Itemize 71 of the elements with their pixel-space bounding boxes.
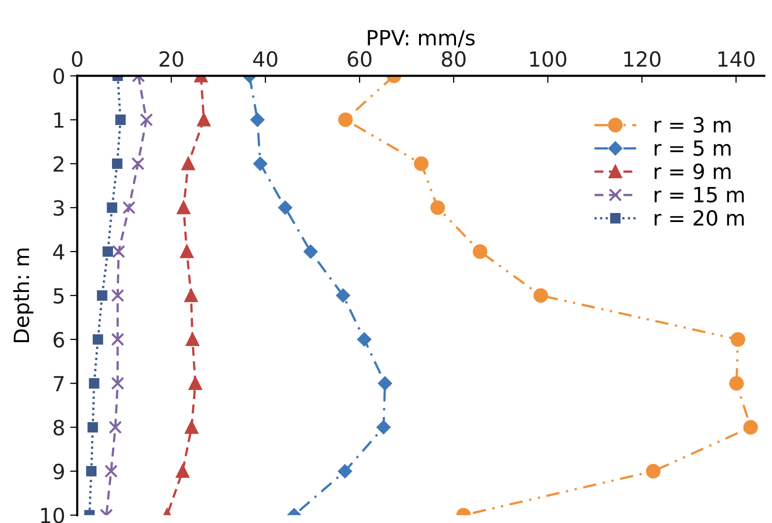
- point: [180, 244, 194, 258]
- point: [338, 464, 352, 478]
- point: [111, 288, 124, 302]
- y-tick-label: 10: [41, 508, 64, 523]
- point: [176, 201, 190, 214]
- point: [140, 113, 153, 126]
- y-tick-label: 7: [54, 376, 64, 392]
- x-tick-label: 140: [718, 51, 755, 67]
- point: [376, 420, 390, 434]
- y-tick-label: 4: [53, 244, 64, 260]
- point: [184, 288, 198, 302]
- point: [111, 376, 124, 390]
- x-tick-label: 120: [624, 51, 660, 67]
- legend-label: r = 15 m: [654, 187, 744, 203]
- point: [122, 201, 136, 214]
- point: [430, 200, 445, 215]
- point: [112, 158, 122, 169]
- point: [106, 202, 118, 213]
- point: [197, 113, 210, 126]
- y-tick-label: 1: [54, 112, 64, 128]
- y-tick-label: 5: [54, 288, 64, 304]
- point: [184, 420, 198, 434]
- legend-label: r = 3 m: [654, 116, 731, 133]
- point: [188, 376, 202, 390]
- x-tick-label: 20: [160, 51, 184, 67]
- x-tick-label: 80: [442, 51, 466, 67]
- point: [182, 157, 195, 170]
- point: [378, 376, 392, 390]
- y-tick-label: 8: [54, 420, 64, 436]
- point: [102, 246, 113, 257]
- point: [176, 464, 190, 478]
- point: [186, 332, 200, 346]
- point: [104, 464, 118, 478]
- legend-label: r = 5 m: [654, 140, 731, 156]
- x-tick-label: 40: [253, 51, 278, 67]
- y-tick-label: 0: [54, 68, 64, 84]
- point: [730, 332, 746, 347]
- point: [357, 332, 372, 346]
- legend-label: r = 9 m: [654, 163, 731, 180]
- y-tick-label: 3: [54, 200, 64, 216]
- point: [338, 112, 353, 128]
- point: [86, 466, 97, 476]
- point: [96, 290, 108, 301]
- y-tick-label: 9: [53, 464, 64, 480]
- y-tick-label: 2: [54, 156, 64, 172]
- point: [253, 156, 268, 171]
- point: [112, 244, 126, 258]
- y-tick-label: 6: [54, 332, 64, 348]
- legend-label: r = 20 m: [654, 210, 744, 226]
- y-axis-title: Depth: m: [13, 248, 34, 342]
- x-axis-title: PPV: mm/s: [368, 30, 475, 48]
- point: [304, 244, 318, 258]
- point: [336, 288, 350, 302]
- point: [111, 332, 124, 346]
- point: [743, 420, 758, 435]
- point: [92, 334, 104, 345]
- point: [414, 156, 429, 171]
- x-tick-label: 0: [72, 51, 82, 67]
- point: [108, 420, 122, 434]
- point: [729, 376, 744, 391]
- point: [646, 464, 661, 479]
- point: [131, 157, 145, 170]
- x-tick-label: 100: [530, 51, 566, 67]
- point: [115, 114, 126, 125]
- point: [533, 288, 548, 303]
- x-tick-label: 60: [348, 51, 372, 67]
- point: [88, 378, 100, 389]
- point: [278, 200, 292, 215]
- point: [472, 244, 488, 259]
- point: [88, 422, 98, 433]
- point: [250, 112, 264, 127]
